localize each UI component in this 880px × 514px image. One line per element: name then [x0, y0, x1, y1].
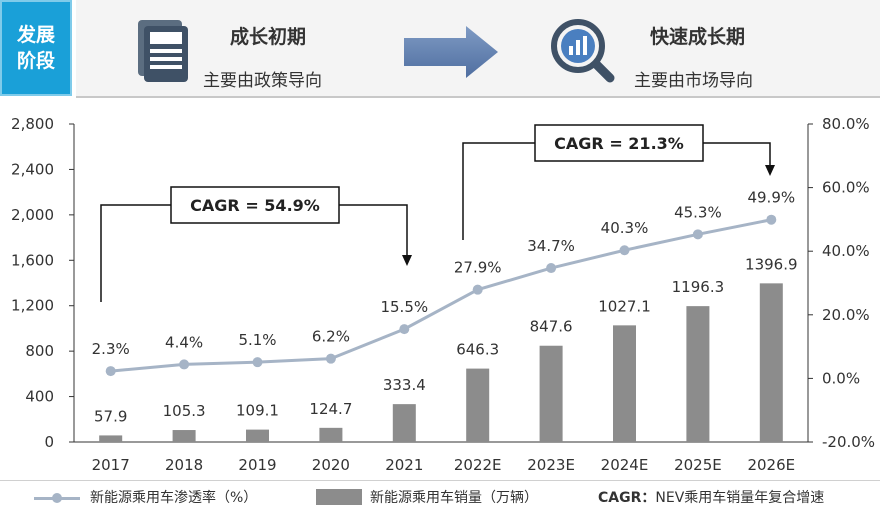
legend-bar-label: 新能源乘用车销量（万辆） — [370, 490, 538, 506]
stage1-title: 成长初期 — [230, 26, 307, 48]
cagr-bracket-right — [703, 142, 771, 166]
x-tick-label: 2022E — [454, 456, 502, 474]
line-value-label: 5.1% — [238, 331, 276, 349]
y-left-tick-label: 1,200 — [11, 297, 54, 315]
bar-value-label: 1396.9 — [745, 255, 798, 273]
cagr-arrow-head — [765, 165, 775, 176]
line-point — [766, 214, 777, 225]
legend-bar-swatch — [316, 489, 362, 505]
bar-value-label: 646.3 — [456, 341, 499, 359]
stage2-title: 快速成长期 — [650, 26, 746, 48]
legend-note-key: CAGR： — [598, 490, 656, 506]
line-value-label: 15.5% — [380, 298, 428, 316]
y-left-tick-label: 2,800 — [11, 115, 54, 133]
bar-value-label: 105.3 — [163, 402, 206, 420]
y-left-tick-label: 2,000 — [11, 206, 54, 224]
y-right-tick-label: 0.0% — [822, 369, 860, 387]
legend-note-text: NEV乘用车销量年复合增速 — [655, 490, 825, 506]
cagr-bracket-right — [339, 204, 408, 256]
legend-line-marker — [52, 493, 62, 503]
x-tick-label: 2026E — [747, 456, 795, 474]
x-tick-label: 2023E — [527, 456, 575, 474]
y-right-tick-label: 20.0% — [822, 306, 870, 324]
x-tick-label: 2019 — [238, 456, 276, 474]
cagr-label: CAGR = 21.3% — [554, 134, 684, 153]
bar — [759, 283, 783, 442]
x-tick-label: 2024E — [601, 456, 649, 474]
legend-line-label: 新能源乘用车渗透率（%） — [90, 490, 258, 506]
cagr-bracket-left — [100, 204, 171, 302]
bar-value-label: 847.6 — [530, 318, 573, 336]
bar-value-label: 1027.1 — [598, 297, 651, 315]
bar-value-label: 109.1 — [236, 402, 279, 420]
line-point — [325, 353, 336, 364]
line-point — [546, 263, 557, 274]
line-point — [692, 229, 703, 240]
bar — [466, 368, 490, 442]
line-point — [619, 245, 630, 256]
y-left-tick-label: 400 — [25, 388, 54, 406]
x-tick-label: 2020 — [312, 456, 350, 474]
y-left-tick-label: 800 — [25, 342, 54, 360]
bar — [172, 430, 196, 442]
line-value-label: 34.7% — [527, 237, 575, 255]
bar — [613, 325, 636, 442]
line-value-label: 40.3% — [601, 219, 649, 237]
stage2-subtitle: 主要由市场导向 — [634, 71, 753, 91]
line-point — [399, 324, 410, 335]
bar — [539, 345, 563, 442]
legend-cagr-note: CAGR：NEV乘用车销量年复合增速 — [598, 487, 824, 507]
y-left-tick-label: 0 — [44, 433, 54, 451]
bar-value-label: 57.9 — [94, 407, 127, 425]
bar — [246, 429, 269, 442]
stage-tag-label: 发展 阶段 — [17, 24, 55, 72]
stage-banner: 发展阶段 成长初期 主要由政策导向 快速成长期 主要由市场导向 — [0, 0, 880, 100]
chart-area: 0 400 800 1,200 1,600 2,000 2,400 2,800 -20.0% 0.… — [11, 115, 875, 474]
line-value-label: 45.3% — [674, 203, 722, 221]
y-left-tick-label: 1,600 — [11, 251, 54, 269]
line-point — [252, 357, 263, 368]
right-arrow-icon — [404, 26, 498, 78]
stage-tag: 发展 阶段 — [0, 0, 72, 96]
newspaper-icon — [138, 20, 188, 82]
bar-value-label: 124.7 — [309, 400, 352, 418]
bar — [392, 404, 416, 442]
cagr-box — [170, 186, 340, 224]
penetration-line — [110, 218, 772, 373]
stage1-subtitle: 主要由政策导向 — [203, 71, 322, 91]
x-tick-label: 2021 — [385, 456, 423, 474]
line-value-label: 6.2% — [312, 328, 350, 346]
y-right-tick-label: 40.0% — [822, 242, 870, 260]
y-right-tick-label: 80.0% — [822, 115, 870, 133]
line-value-label: 49.9% — [747, 189, 795, 207]
line-point — [472, 284, 483, 295]
bar — [99, 435, 123, 442]
cagr-label: CAGR = 54.9% — [190, 196, 320, 215]
y-right-tick-label: -20.0% — [822, 433, 875, 451]
x-tick-label: 2025E — [674, 456, 722, 474]
stage-tag-line: 阶段 — [16, 50, 55, 72]
cagr-arrow-head — [402, 255, 412, 266]
cagr-bracket-left — [462, 142, 535, 240]
x-tick-label: 2017 — [92, 456, 130, 474]
magnifier-chart-icon — [551, 19, 615, 83]
bar — [686, 306, 710, 442]
bar-value-label: 1196.3 — [672, 278, 725, 296]
bar-value-label: 333.4 — [383, 376, 426, 394]
line-value-label: 4.4% — [165, 333, 203, 351]
y-left-tick-label: 2,400 — [11, 160, 54, 178]
bar — [319, 427, 343, 442]
y-right-tick-label: 60.0% — [822, 179, 870, 197]
line-point — [105, 366, 116, 377]
line-value-label: 2.3% — [92, 340, 130, 358]
legend: 新能源乘用车渗透率（%） 新能源乘用车销量（万辆） CAGR：NEV乘用车销量年… — [0, 480, 880, 514]
x-tick-label: 2018 — [165, 456, 203, 474]
cagr-box — [534, 124, 704, 162]
stage-tag-line: 发展 — [16, 24, 55, 46]
line-point — [179, 359, 190, 370]
line-value-label: 27.9% — [454, 259, 502, 277]
